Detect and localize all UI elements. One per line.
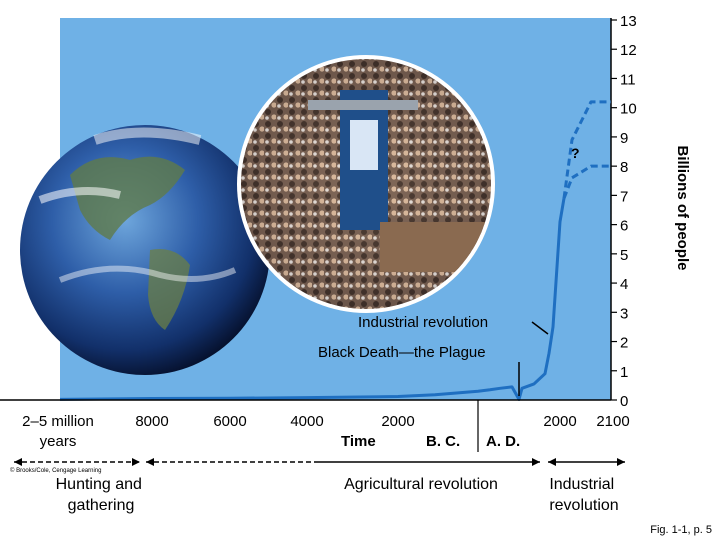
x-tick-label: 8000 — [135, 413, 168, 430]
figure-reference: Fig. 1-1, p. 5 — [650, 524, 712, 536]
crowd-image — [237, 55, 495, 313]
credit-line: © Brooks/Cole, Cengage Learning — [10, 467, 101, 474]
y-tick-label: 9 — [620, 130, 628, 147]
x-tick-label: 6000 — [213, 413, 246, 430]
y-tick-label: 5 — [620, 247, 628, 264]
x-tick-label: 2–5 million years — [22, 413, 94, 450]
x-tick-label: 2000 — [543, 413, 576, 430]
period-hunting-label: Hunting and gathering — [56, 476, 147, 514]
y-tick-label: 8 — [620, 159, 628, 176]
y-tick-label: 13 — [620, 13, 637, 30]
earth-image — [20, 125, 270, 375]
population-line — [59, 198, 566, 401]
period-arrows — [14, 458, 625, 466]
y-tick-label: 1 — [620, 364, 628, 381]
y-tick-label: 4 — [620, 276, 628, 293]
y-tick-label: 0 — [620, 393, 628, 410]
period-hunting-line2: gathering — [68, 497, 135, 514]
y-tick-label: 3 — [620, 305, 628, 322]
y-tick-label: 6 — [620, 218, 628, 235]
industrial-revolution-pointer — [531, 321, 549, 335]
period-agricultural-label: Agricultural revolution — [344, 476, 498, 493]
y-tick-label: 12 — [620, 42, 637, 59]
projection-line-2 — [562, 164, 611, 199]
y-axis-title: Billions of people — [674, 145, 691, 270]
question-mark-label: ? — [571, 145, 580, 161]
projection-line-1 — [562, 100, 611, 199]
x-tick-label: 2000 — [381, 413, 414, 430]
period-hunting-line1: Hunting and — [56, 476, 142, 493]
x-tick-label: 2100 — [596, 413, 629, 430]
x-axis-title: Time — [341, 433, 376, 450]
x-axis: 2–5 million years 8000 6000 4000 2000 2000 2100 — [0, 399, 630, 452]
y-tick-label: 11 — [620, 71, 636, 88]
y-tick-label: 10 — [620, 101, 637, 118]
period-industrial-line1: Industrial — [549, 476, 614, 493]
bc-label: B. C. — [426, 433, 460, 450]
ad-label: A. D. — [486, 433, 520, 450]
industrial-revolution-annotation: Industrial revolution — [358, 314, 488, 331]
period-industrial-line2: revolution — [549, 497, 618, 514]
y-tick-label: 7 — [620, 188, 628, 205]
x-tick-label: 4000 — [290, 413, 323, 430]
period-industrial-label: Industrial revolution — [549, 476, 618, 514]
series-layer — [59, 100, 611, 401]
black-death-annotation: Black Death—the Plague — [318, 344, 486, 361]
y-tick-label: 2 — [620, 335, 628, 352]
